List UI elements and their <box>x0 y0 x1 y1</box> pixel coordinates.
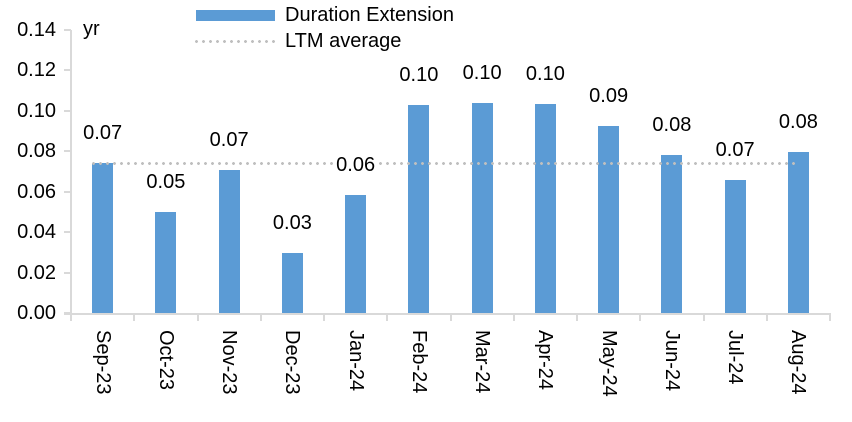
y-axis-tick-mark <box>64 271 71 274</box>
bar-Mar-24 <box>471 102 493 313</box>
x-axis-label-Nov-23: Nov-23 <box>218 330 241 395</box>
y-axis-tick-mark <box>64 109 71 112</box>
x-axis-tick-mark <box>133 315 136 321</box>
legend-item-ltm-average: LTM average <box>193 28 454 54</box>
x-axis-label-Apr-24: Apr-24 <box>534 330 557 391</box>
x-axis-tick-mark <box>323 315 325 321</box>
x-axis-label-Jan-24: Jan-24 <box>344 330 367 392</box>
x-axis-label-Sep-23: Sep-23 <box>91 330 114 395</box>
legend-label-ltm-average: LTM average <box>285 30 402 52</box>
y-axis-tick-label: 0.14 <box>17 19 56 41</box>
y-axis-unit-label: yr <box>83 18 100 40</box>
y-axis-tick-label: 0.10 <box>17 99 56 122</box>
y-axis-tick-label: 0.12 <box>17 59 56 82</box>
legend-key <box>193 39 277 43</box>
bar-value-label: 0.10 <box>522 62 568 85</box>
bar-Apr-24 <box>534 103 556 313</box>
y-axis-line <box>70 30 72 319</box>
bar-swatch-icon <box>196 9 275 21</box>
bar-value-label: 0.08 <box>649 113 695 136</box>
legend-key <box>193 9 277 21</box>
y-axis-tick-label: 0.04 <box>17 221 56 244</box>
y-axis-tick-label: 0.06 <box>17 180 56 203</box>
ltm-average-line <box>89 162 800 166</box>
x-axis-tick-mark <box>639 315 642 321</box>
x-axis-line <box>64 313 831 315</box>
bar-Jan-24 <box>345 194 367 313</box>
bar-value-label: 0.06 <box>333 153 379 176</box>
x-axis-label-Mar-24: Mar-24 <box>471 330 494 394</box>
y-axis-tick-mark <box>64 29 71 31</box>
bar-May-24 <box>598 126 620 313</box>
x-axis-label-Oct-23: Oct-23 <box>154 330 177 391</box>
y-axis-tick-label: 0.08 <box>17 140 56 163</box>
x-axis-tick-mark <box>576 315 578 321</box>
x-axis-tick-mark <box>196 315 199 321</box>
y-axis-tick-mark <box>64 150 71 153</box>
bar-value-label: 0.03 <box>269 211 315 234</box>
bar-Oct-23 <box>155 211 177 313</box>
bar-Sep-23 <box>92 163 114 313</box>
x-axis-label-Feb-24: Feb-24 <box>407 330 430 394</box>
x-axis-tick-mark <box>829 315 831 321</box>
legend-label-duration-extension: Duration Extension <box>285 4 454 26</box>
bar-value-label: 0.07 <box>206 129 252 152</box>
bar-Jun-24 <box>661 154 683 313</box>
bar-value-label: 0.07 <box>712 138 758 161</box>
bar-Jul-24 <box>724 179 746 313</box>
x-axis-label-Jun-24: Jun-24 <box>660 330 683 392</box>
legend-item-duration-extension: Duration Extension <box>193 2 454 28</box>
x-axis-tick-mark <box>449 315 452 321</box>
bar-value-label: 0.10 <box>396 63 442 86</box>
bar-Dec-23 <box>281 252 303 313</box>
y-axis-tick-label: 0.00 <box>17 302 56 324</box>
dotted-line-swatch-icon <box>193 39 277 43</box>
bar-Nov-23 <box>218 170 240 313</box>
y-axis-tick-mark <box>64 231 71 234</box>
x-axis-label-Jul-24: Jul-24 <box>724 330 747 385</box>
x-axis-tick-mark <box>259 315 262 321</box>
x-axis-tick-mark <box>386 315 389 321</box>
x-axis-tick-mark <box>512 315 515 321</box>
x-axis-label-May-24: May-24 <box>597 330 620 397</box>
y-axis-tick-mark <box>64 190 71 193</box>
bar-value-label: 0.09 <box>586 85 632 108</box>
bar-value-label: 0.10 <box>459 61 505 84</box>
y-axis-tick-mark <box>64 312 71 314</box>
x-axis-tick-mark <box>765 315 768 321</box>
x-axis-label-Aug-24: Aug-24 <box>787 330 810 395</box>
bar-value-label: 0.07 <box>80 122 126 144</box>
y-axis-tick-mark <box>64 69 71 72</box>
legend: Duration Extension LTM average <box>193 2 454 54</box>
y-axis-tick-label: 0.02 <box>17 261 56 284</box>
x-axis-label-Dec-23: Dec-23 <box>281 330 304 395</box>
bar-value-label: 0.05 <box>143 170 189 193</box>
x-axis-tick-mark <box>70 315 72 321</box>
bar-Aug-24 <box>787 151 809 313</box>
bar-Feb-24 <box>408 104 430 313</box>
bar-value-label: 0.08 <box>775 110 821 133</box>
x-axis-tick-mark <box>702 315 705 321</box>
